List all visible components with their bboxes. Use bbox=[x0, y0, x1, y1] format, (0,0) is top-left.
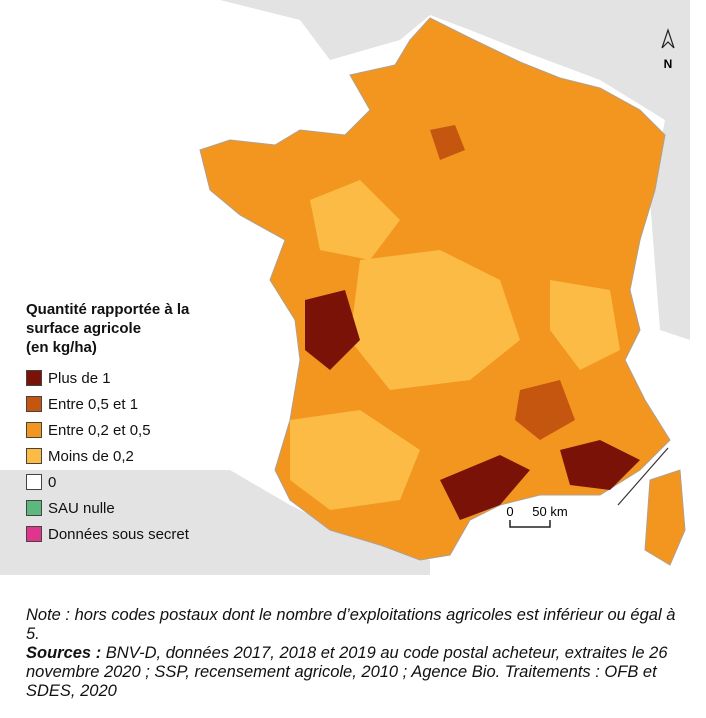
region-low bbox=[290, 410, 420, 510]
inset-separator bbox=[617, 447, 669, 506]
legend-label: Moins de 0,2 bbox=[48, 447, 134, 465]
legend-title-line: Quantité rapportée à la bbox=[26, 301, 190, 318]
legend-label: Entre 0,2 et 0,5 bbox=[48, 421, 151, 439]
note: Note : hors codes postaux dont le nombre… bbox=[26, 606, 676, 643]
legend-item: Données sous secret bbox=[26, 521, 189, 547]
footer: Note : hors codes postaux dont le nombre… bbox=[26, 606, 676, 701]
legend-swatch bbox=[26, 370, 42, 386]
legend-label: 0 bbox=[48, 473, 57, 491]
legend-label: SAU nulle bbox=[48, 499, 115, 517]
scale-label: 0 bbox=[506, 504, 513, 519]
north-label: N bbox=[664, 57, 673, 71]
scale-bar bbox=[509, 520, 551, 528]
region-low bbox=[550, 280, 620, 370]
legend-item: Entre 0,2 et 0,5 bbox=[26, 417, 189, 443]
spain bbox=[0, 470, 430, 575]
north-arrow bbox=[661, 28, 675, 49]
map: 0 50 km N bbox=[0, 0, 690, 575]
legend-item: Moins de 0,2 bbox=[26, 443, 189, 469]
corsica bbox=[644, 469, 686, 566]
region-high bbox=[305, 290, 360, 370]
sources: Sources : BNV-D, données 2017, 2018 et 2… bbox=[26, 644, 676, 701]
legend-label: Entre 0,5 et 1 bbox=[48, 395, 139, 413]
legend-item: 0 bbox=[26, 469, 189, 495]
region-mid bbox=[515, 380, 575, 440]
legend-title-line: (en kg/ha) bbox=[26, 339, 97, 356]
legend-label: Plus de 1 bbox=[48, 369, 111, 387]
region-high bbox=[440, 455, 530, 520]
legend-swatch bbox=[26, 422, 42, 438]
region-mid bbox=[430, 125, 465, 160]
region-high bbox=[560, 440, 640, 490]
neighbour-land bbox=[180, 0, 690, 340]
legend-swatch bbox=[26, 500, 42, 516]
legend-label: Données sous secret bbox=[48, 525, 189, 543]
sources-text: BNV-D, données 2017, 2018 et 2019 au cod… bbox=[26, 644, 668, 700]
legend-swatch bbox=[26, 474, 42, 490]
legend-item: SAU nulle bbox=[26, 495, 189, 521]
legend-title-line: surface agricole bbox=[26, 320, 142, 337]
legend: Quantité rapportée à la surface agricole (… bbox=[26, 300, 189, 547]
legend-swatch bbox=[26, 526, 42, 542]
legend-items: Plus de 1 Entre 0,5 et 1 Entre 0,2 et 0,5 M… bbox=[26, 365, 189, 547]
legend-item: Entre 0,5 et 1 bbox=[26, 391, 189, 417]
region-low bbox=[350, 250, 520, 390]
scale-label: 50 km bbox=[532, 504, 567, 519]
region-low bbox=[310, 180, 400, 260]
legend-swatch bbox=[26, 396, 42, 412]
legend-title: Quantité rapportée à la surface agricole (… bbox=[26, 300, 189, 357]
legend-swatch bbox=[26, 448, 42, 464]
sources-label: Sources : bbox=[26, 644, 102, 662]
legend-item: Plus de 1 bbox=[26, 365, 189, 391]
